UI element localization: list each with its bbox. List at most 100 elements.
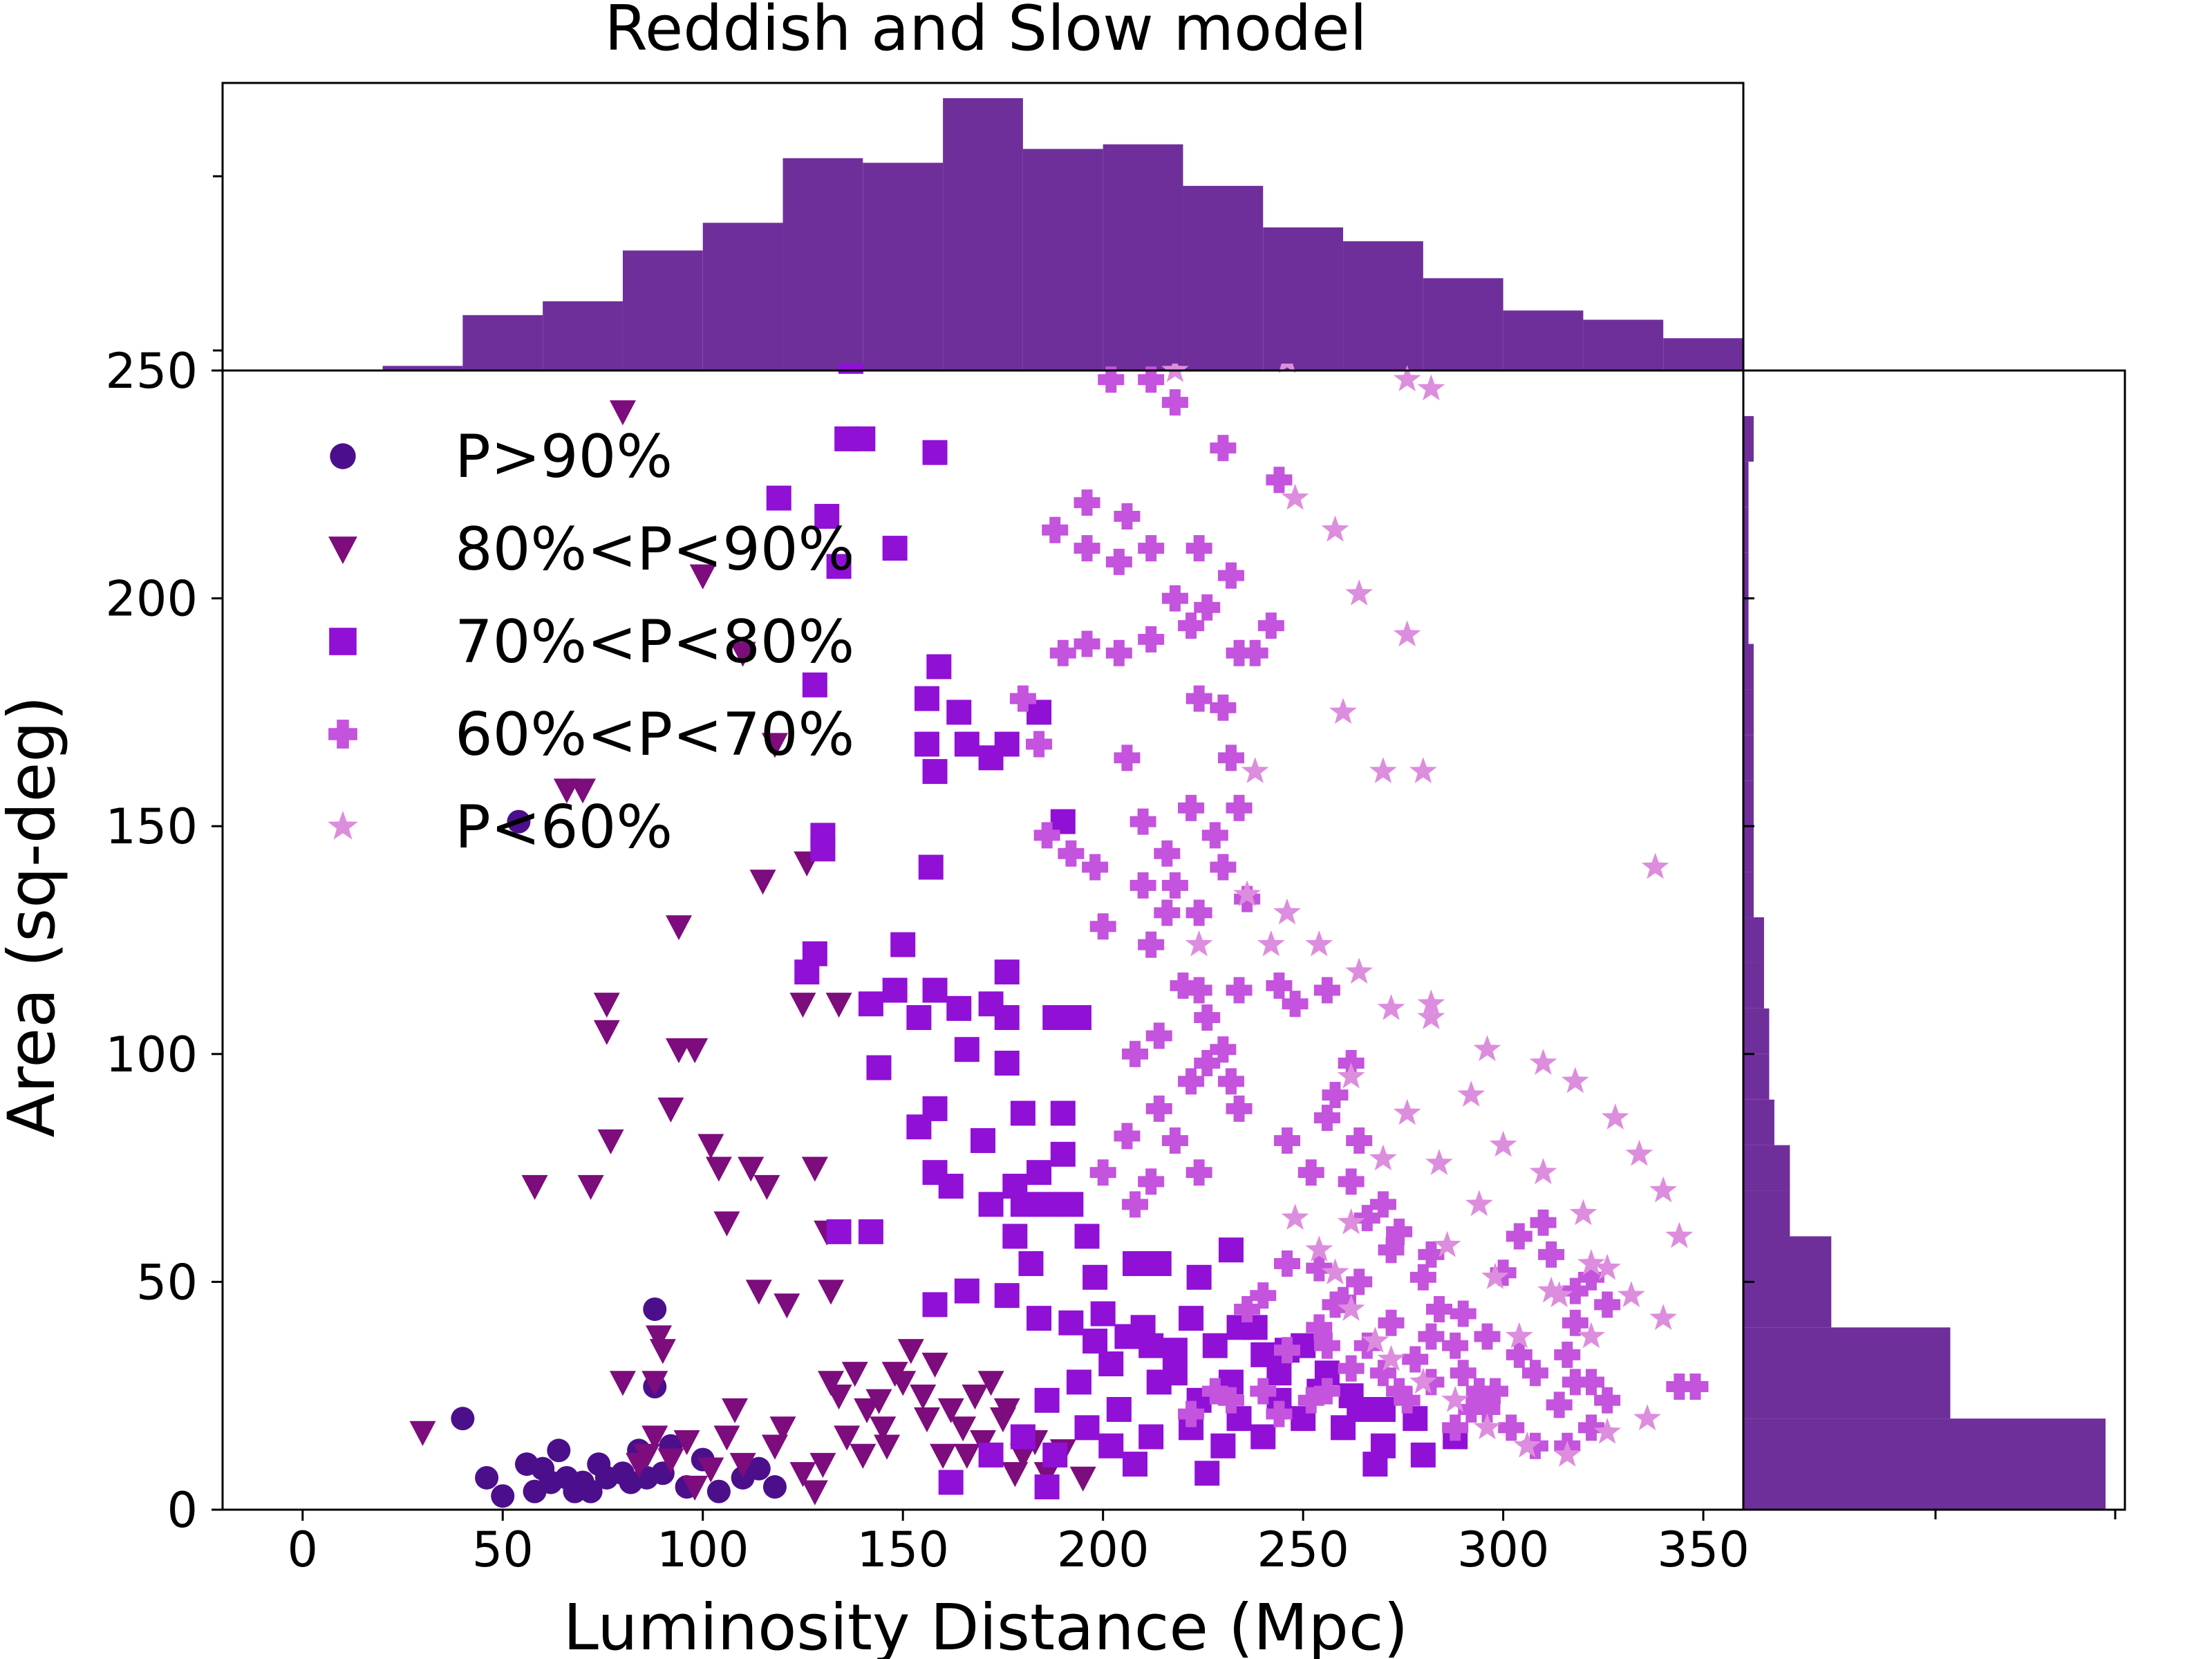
data-point-plus bbox=[1297, 1387, 1324, 1414]
data-point-plus bbox=[1378, 1237, 1405, 1264]
data-point-square bbox=[1410, 1442, 1436, 1468]
data-point-triangle bbox=[774, 1293, 800, 1319]
data-point-square bbox=[978, 1442, 1004, 1468]
data-point-plus bbox=[1210, 694, 1237, 721]
data-point-plus bbox=[1210, 1036, 1237, 1063]
data-point-plus bbox=[1465, 1378, 1492, 1405]
right-histogram-bar bbox=[1743, 1327, 1951, 1419]
data-point-plus bbox=[1194, 1004, 1221, 1031]
right-histogram-bar bbox=[1743, 1418, 2106, 1510]
data-point-star bbox=[1473, 1413, 1501, 1440]
data-point-star bbox=[1161, 364, 1189, 382]
right-histogram-bar bbox=[1743, 917, 1764, 963]
data-point-star bbox=[1321, 1258, 1349, 1285]
data-point-plus bbox=[1178, 1400, 1205, 1427]
data-point-star bbox=[1473, 1035, 1501, 1062]
data-point-plus bbox=[1313, 1378, 1340, 1405]
data-point-plus bbox=[1346, 1268, 1373, 1295]
data-point-plus bbox=[1369, 1360, 1396, 1387]
top-histogram-bar bbox=[622, 250, 703, 371]
data-point-triangle bbox=[1069, 1466, 1096, 1492]
legend-label: P>90% bbox=[455, 422, 673, 491]
legend-label: P<60% bbox=[455, 793, 673, 862]
right-histogram-bar bbox=[1743, 1053, 1770, 1100]
data-point-plus bbox=[1226, 794, 1253, 821]
data-point-star bbox=[1457, 1080, 1485, 1107]
data-point-plus bbox=[1042, 516, 1069, 543]
data-point-square bbox=[814, 503, 840, 529]
right-histogram-bar bbox=[1743, 1236, 1832, 1328]
data-point-plus bbox=[1506, 1223, 1533, 1250]
data-point-triangle bbox=[769, 1416, 796, 1442]
data-point-triangle bbox=[1002, 1462, 1029, 1488]
data-point-square bbox=[826, 554, 852, 579]
data-point-plus bbox=[1498, 1414, 1525, 1441]
data-point-plus bbox=[1138, 931, 1165, 958]
right-histogram-bar bbox=[1743, 826, 1754, 872]
data-point-star bbox=[1329, 697, 1357, 724]
data-point-triangle bbox=[646, 1325, 673, 1351]
data-point-plus bbox=[1562, 1369, 1588, 1396]
data-point-star bbox=[1185, 930, 1213, 957]
data-point-plus bbox=[1306, 1255, 1333, 1282]
data-point-triangle bbox=[801, 1480, 828, 1506]
data-point-star bbox=[1577, 1322, 1605, 1349]
top-histogram-bar bbox=[1663, 338, 1743, 371]
data-point-triangle bbox=[641, 1425, 668, 1451]
data-point-plus bbox=[1353, 1332, 1380, 1359]
data-point-triangle bbox=[521, 1174, 548, 1200]
data-point-triangle bbox=[870, 1416, 897, 1442]
data-point-square bbox=[1106, 1396, 1132, 1422]
data-point-plus bbox=[1217, 1387, 1244, 1414]
data-point-plus bbox=[1426, 1295, 1452, 1322]
data-point-star bbox=[1337, 1208, 1365, 1235]
data-point-plus bbox=[1338, 1355, 1365, 1382]
y-tick-label: 50 bbox=[136, 1254, 198, 1311]
data-point-plus bbox=[1418, 1323, 1445, 1350]
data-point-square bbox=[978, 1192, 1004, 1217]
data-point-square bbox=[858, 1219, 883, 1244]
data-point-circle bbox=[330, 443, 356, 469]
data-point-plus bbox=[1161, 1127, 1188, 1154]
data-point-square bbox=[1042, 1005, 1068, 1031]
data-point-square bbox=[954, 731, 980, 757]
top-histogram-bar bbox=[1583, 319, 1664, 371]
data-point-square bbox=[946, 995, 972, 1021]
data-point-triangle bbox=[682, 1038, 709, 1064]
data-point-plus bbox=[1306, 1314, 1333, 1341]
x-tick-label: 100 bbox=[657, 1521, 749, 1578]
y-tick-label: 200 bbox=[105, 571, 198, 628]
data-point-star bbox=[1281, 483, 1309, 510]
data-point-circle bbox=[507, 809, 531, 834]
data-point-star bbox=[1433, 1230, 1461, 1257]
right-histogram-bar bbox=[1743, 689, 1754, 735]
data-point-plus bbox=[1578, 1264, 1604, 1291]
data-point-triangle bbox=[673, 1430, 700, 1456]
data-point-plus bbox=[1201, 822, 1228, 849]
data-point-square bbox=[1162, 1360, 1188, 1386]
data-point-square bbox=[890, 932, 916, 957]
data-point-square bbox=[1034, 1387, 1060, 1413]
data-point-plus bbox=[1369, 1191, 1396, 1218]
data-point-plus bbox=[1098, 366, 1125, 393]
data-point-square bbox=[826, 1219, 852, 1244]
data-point-star bbox=[1513, 1431, 1541, 1458]
data-point-square bbox=[1362, 1452, 1388, 1477]
data-point-plus bbox=[1170, 972, 1197, 999]
data-point-plus bbox=[1482, 1378, 1509, 1405]
data-point-triangle bbox=[328, 536, 357, 564]
data-point-triangle bbox=[789, 1462, 816, 1488]
axes: 0 50 100 150 200 250 300 350 0 50 100 150 200 250 bbox=[105, 343, 1754, 1578]
data-point-square bbox=[850, 426, 876, 451]
data-point-square bbox=[1010, 1100, 1035, 1126]
data-point-star bbox=[1241, 757, 1269, 783]
data-point-star bbox=[1465, 1190, 1493, 1217]
top-histogram-bar bbox=[782, 158, 863, 371]
data-point-plus bbox=[1074, 535, 1100, 562]
data-point-square bbox=[914, 731, 939, 757]
data-point-plus bbox=[1562, 1277, 1588, 1304]
plot-frame bbox=[221, 369, 1745, 1511]
data-point-plus bbox=[1185, 535, 1212, 562]
data-point-plus bbox=[1313, 1105, 1340, 1132]
data-point-plus bbox=[1266, 467, 1293, 494]
